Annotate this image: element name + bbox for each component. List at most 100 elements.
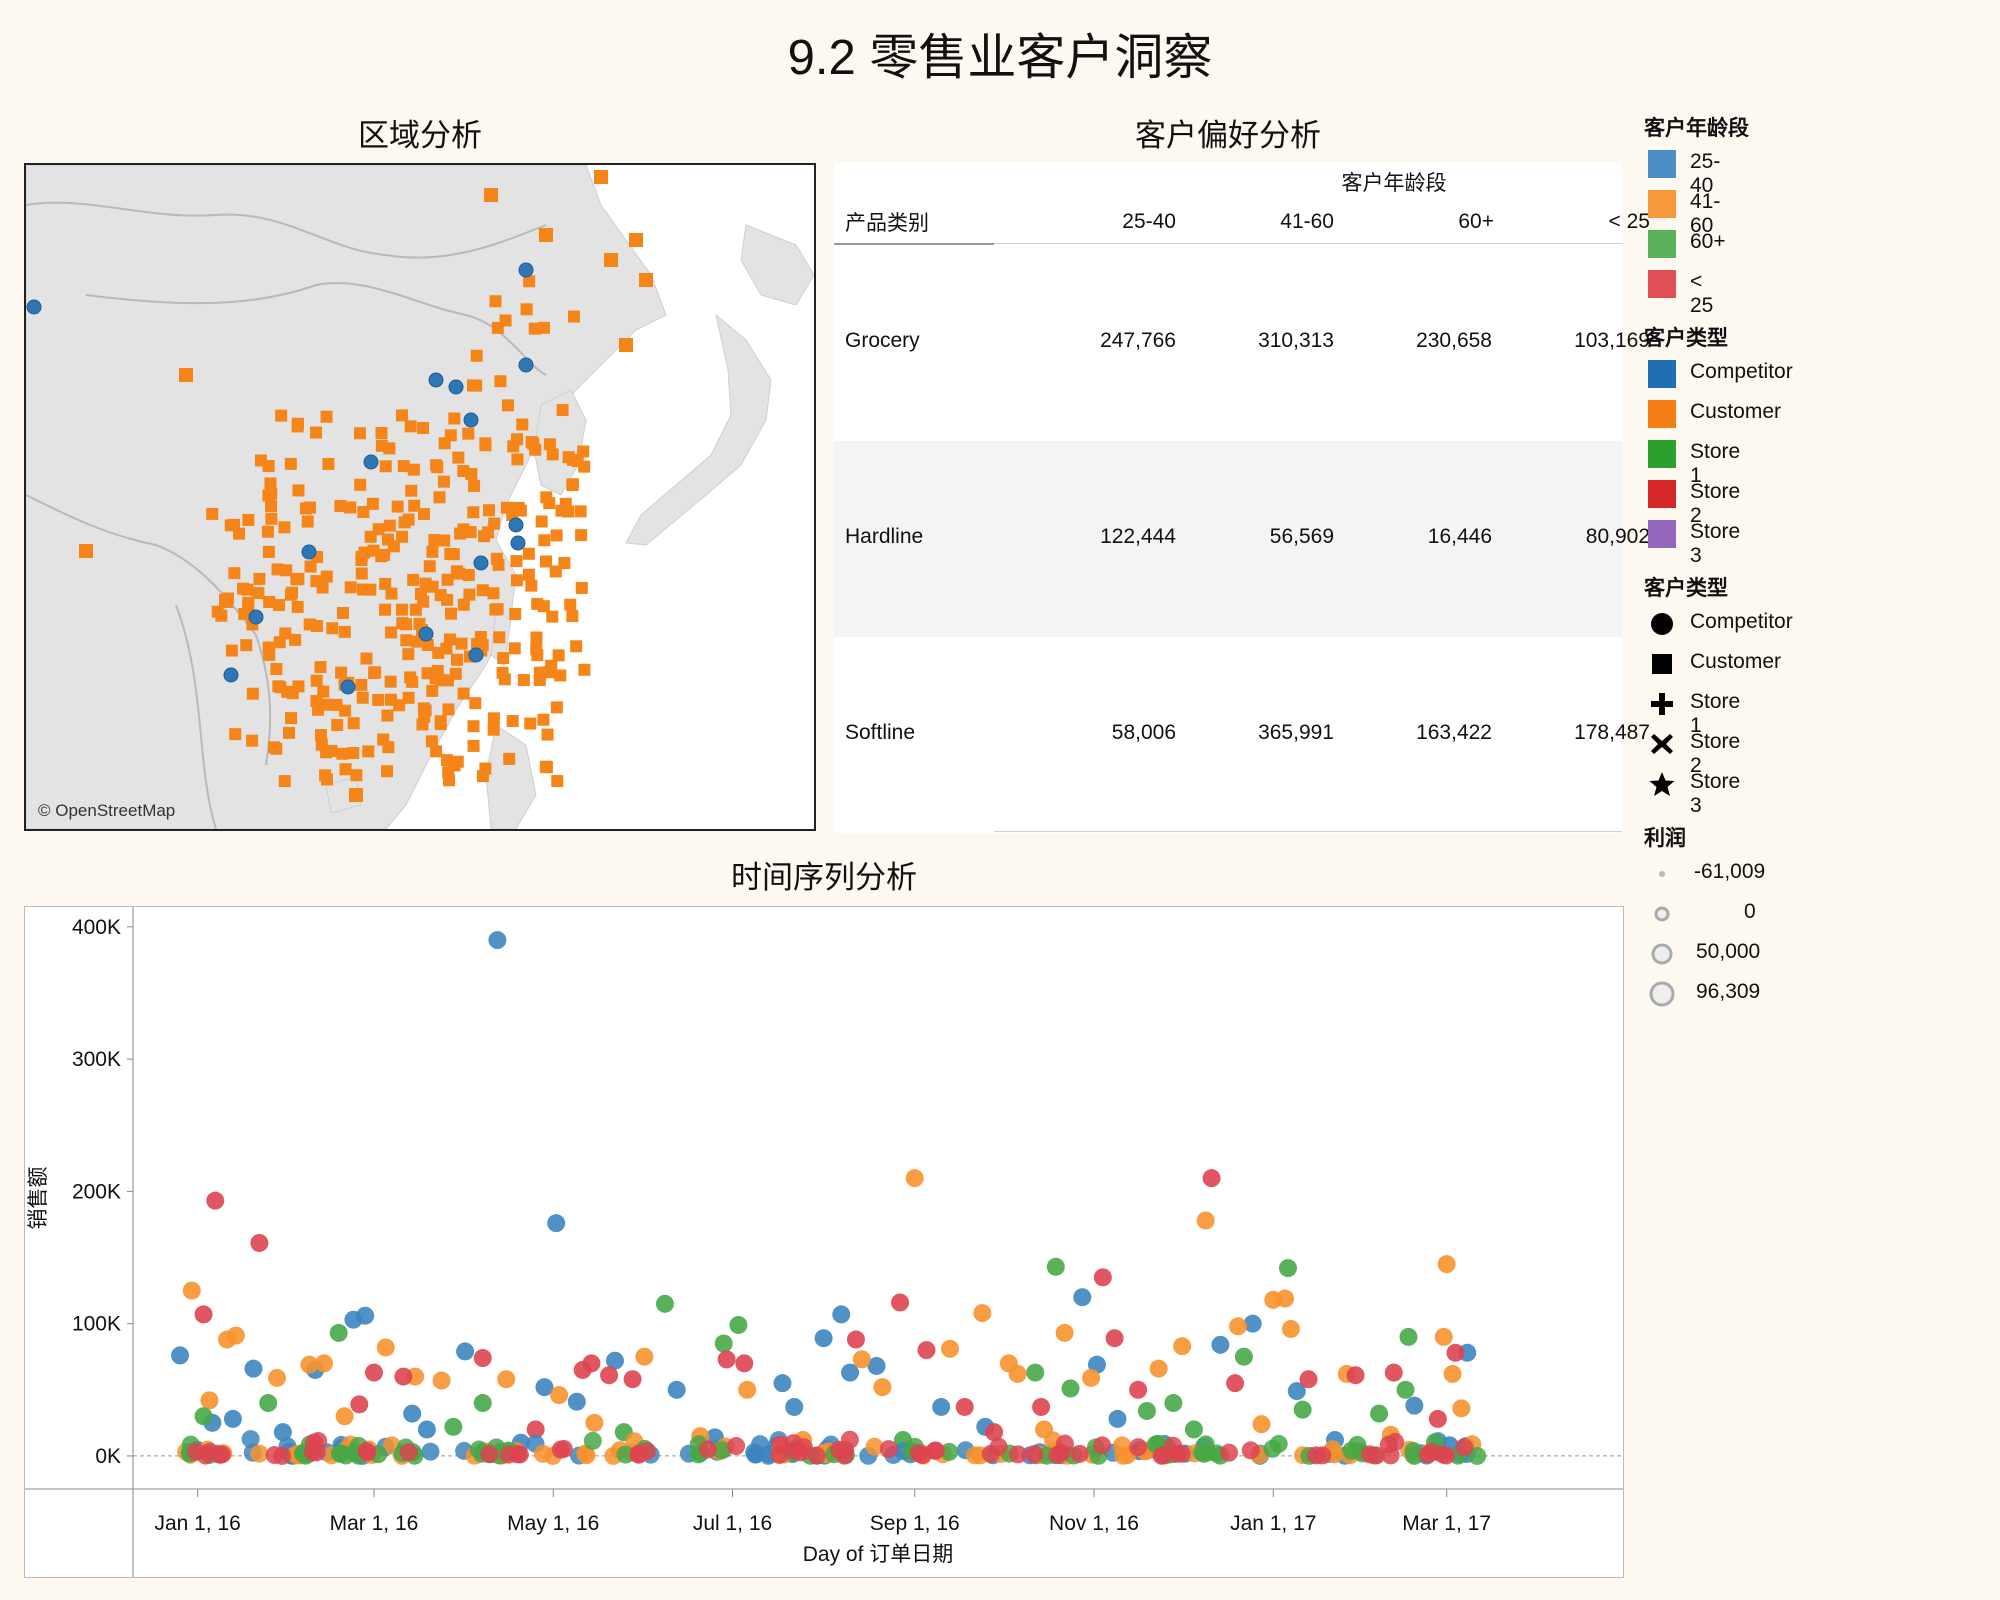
- customer-marker[interactable]: [402, 513, 415, 526]
- customer-marker[interactable]: [499, 314, 512, 327]
- customer-marker[interactable]: [522, 547, 535, 560]
- customer-marker[interactable]: [524, 717, 537, 730]
- customer-marker[interactable]: [448, 412, 461, 425]
- data-point[interactable]: [329, 1323, 348, 1342]
- customer-marker[interactable]: [355, 550, 368, 563]
- data-point[interactable]: [1129, 1380, 1148, 1399]
- customer-marker[interactable]: [455, 637, 468, 650]
- customer-marker[interactable]: [316, 581, 329, 594]
- data-point[interactable]: [194, 1305, 213, 1324]
- competitor-marker[interactable]: [508, 517, 524, 533]
- data-point[interactable]: [1287, 1382, 1306, 1401]
- competitor-marker[interactable]: [223, 667, 239, 683]
- data-point[interactable]: [932, 1397, 951, 1416]
- customer-marker[interactable]: [291, 600, 304, 613]
- customer-marker[interactable]: [444, 548, 457, 561]
- customer-marker[interactable]: [396, 617, 409, 630]
- data-point[interactable]: [738, 1380, 757, 1399]
- customer-marker[interactable]: [520, 303, 533, 316]
- customer-marker[interactable]: [240, 639, 253, 652]
- data-point[interactable]: [1008, 1364, 1027, 1383]
- customer-marker[interactable]: [443, 633, 456, 646]
- data-point[interactable]: [268, 1368, 287, 1387]
- data-point[interactable]: [616, 1445, 635, 1464]
- data-point[interactable]: [794, 1438, 813, 1457]
- customer-marker[interactable]: [566, 610, 579, 623]
- customer-marker[interactable]: [350, 769, 363, 782]
- customer-marker[interactable]: [387, 540, 400, 553]
- customer-marker[interactable]: [400, 634, 413, 647]
- data-point[interactable]: [873, 1378, 892, 1397]
- data-point[interactable]: [940, 1442, 959, 1461]
- customer-marker[interactable]: [356, 583, 369, 596]
- data-point[interactable]: [535, 1378, 554, 1397]
- region-map[interactable]: © OpenStreetMap: [24, 163, 816, 831]
- customer-marker[interactable]: [347, 717, 360, 730]
- customer-marker[interactable]: [556, 404, 569, 417]
- data-point[interactable]: [1046, 1257, 1065, 1276]
- customer-marker[interactable]: [375, 439, 388, 452]
- customer-marker[interactable]: [421, 638, 434, 651]
- customer-marker[interactable]: [291, 420, 304, 433]
- customer-marker[interactable]: [453, 567, 466, 580]
- customer-marker[interactable]: [514, 504, 527, 517]
- customer-marker[interactable]: [253, 572, 266, 585]
- customer-marker[interactable]: [426, 545, 439, 558]
- customer-marker[interactable]: [381, 765, 394, 778]
- customer-marker[interactable]: [537, 713, 550, 726]
- customer-marker[interactable]: [284, 588, 297, 601]
- customer-marker[interactable]: [489, 603, 502, 616]
- data-point[interactable]: [577, 1446, 596, 1465]
- customer-marker[interactable]: [407, 463, 420, 476]
- data-point[interactable]: [171, 1346, 190, 1365]
- data-point[interactable]: [1405, 1446, 1424, 1465]
- data-point[interactable]: [1299, 1370, 1318, 1389]
- legend-item-profit-max[interactable]: 96,309: [1648, 978, 1948, 1010]
- data-point[interactable]: [941, 1339, 960, 1358]
- customer-marker[interactable]: [464, 526, 477, 539]
- customer-marker[interactable]: [511, 453, 524, 466]
- data-point[interactable]: [1360, 1445, 1379, 1464]
- customer-marker[interactable]: [483, 504, 496, 517]
- customer-marker[interactable]: [492, 558, 505, 571]
- data-point[interactable]: [551, 1440, 570, 1459]
- customer-marker[interactable]: [382, 741, 395, 754]
- data-point[interactable]: [973, 1304, 992, 1323]
- customer-marker[interactable]: [385, 626, 398, 639]
- customer-marker[interactable]: [384, 693, 397, 706]
- data-point[interactable]: [1184, 1420, 1203, 1439]
- customer-marker[interactable]: [457, 465, 470, 478]
- data-point[interactable]: [735, 1354, 754, 1373]
- data-point[interactable]: [356, 1306, 375, 1325]
- customer-marker[interactable]: [539, 228, 553, 242]
- customer-marker[interactable]: [225, 644, 238, 657]
- data-point[interactable]: [315, 1354, 334, 1373]
- customer-marker[interactable]: [482, 526, 495, 539]
- data-point[interactable]: [1370, 1404, 1389, 1423]
- customer-marker[interactable]: [510, 555, 523, 568]
- data-point[interactable]: [751, 1435, 770, 1454]
- customer-marker[interactable]: [320, 410, 333, 423]
- customer-marker[interactable]: [535, 515, 548, 528]
- customer-marker[interactable]: [301, 515, 314, 528]
- data-point[interactable]: [364, 1363, 383, 1382]
- data-point[interactable]: [226, 1326, 245, 1345]
- customer-marker[interactable]: [538, 321, 551, 334]
- customer-marker[interactable]: [309, 426, 322, 439]
- customer-marker[interactable]: [578, 663, 591, 676]
- customer-marker[interactable]: [409, 603, 422, 616]
- data-point[interactable]: [357, 1442, 376, 1461]
- customer-marker[interactable]: [517, 674, 530, 687]
- customer-marker[interactable]: [500, 501, 513, 514]
- customer-marker[interactable]: [487, 723, 500, 736]
- data-point[interactable]: [250, 1444, 269, 1463]
- customer-marker[interactable]: [546, 610, 559, 623]
- data-point[interactable]: [417, 1420, 436, 1439]
- customer-marker[interactable]: [489, 295, 502, 308]
- customer-marker[interactable]: [262, 489, 275, 502]
- customer-marker[interactable]: [629, 233, 643, 247]
- data-point[interactable]: [905, 1169, 924, 1188]
- customer-marker[interactable]: [448, 759, 461, 772]
- customer-marker[interactable]: [292, 572, 305, 585]
- customer-marker[interactable]: [417, 421, 430, 434]
